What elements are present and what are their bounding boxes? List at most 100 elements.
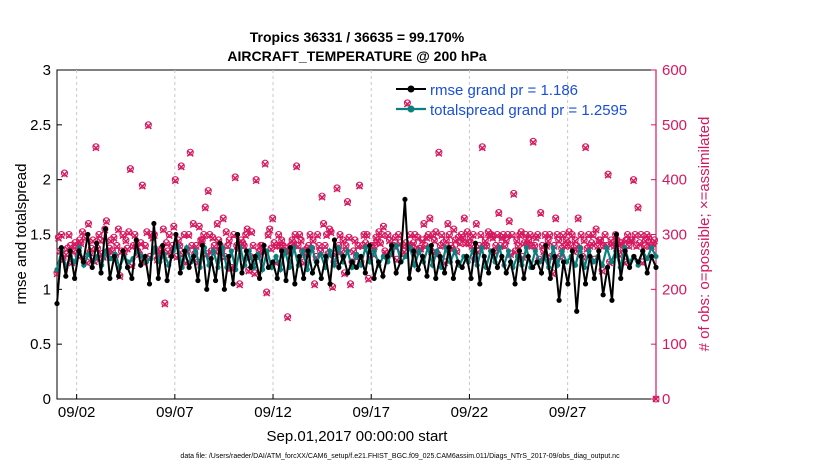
obs-assimilated-marker — [462, 240, 470, 248]
obs-assimilated-marker — [531, 243, 539, 251]
obs-assimilated-marker — [364, 275, 372, 283]
obs-assimilated-marker — [209, 234, 217, 242]
obs-assimilated-marker — [126, 166, 134, 174]
totalspread-point — [608, 259, 614, 265]
rmse-point — [186, 264, 192, 270]
obs-possible-marker — [559, 230, 567, 239]
obs-assimilated-marker — [200, 232, 208, 240]
rmse-point — [547, 275, 553, 281]
obs-assimilated-marker — [311, 281, 319, 289]
obs-possible-marker — [634, 203, 642, 211]
obs-assimilated-marker — [426, 215, 434, 223]
legend-spread-label: totalspread grand pr = 1.2595 — [430, 102, 627, 119]
obs-assimilated-marker — [379, 223, 387, 231]
obs-assimilated-marker — [269, 215, 277, 223]
obs-assimilated-marker — [637, 232, 645, 240]
rmse-point — [521, 275, 527, 281]
y-tick-label: 1 — [43, 281, 51, 298]
obs-assimilated-marker — [275, 232, 283, 240]
obs-possible-marker — [65, 230, 73, 239]
rmse-point — [221, 286, 227, 292]
rmse-point — [204, 286, 210, 292]
obs-assimilated-marker — [477, 232, 485, 240]
obs-possible-marker — [510, 189, 518, 197]
right-tick-label: 400 — [662, 172, 687, 189]
obs-assimilated-marker — [185, 232, 193, 240]
obs-possible-marker — [110, 233, 118, 241]
rmse-point — [279, 248, 285, 254]
totalspread-point — [644, 256, 650, 262]
obs-possible-marker — [552, 214, 560, 222]
obs-assimilated-marker — [261, 160, 269, 168]
obs-assimilated-marker — [450, 226, 458, 234]
obs-assimilated-marker — [278, 237, 286, 245]
obs-possible-marker — [219, 214, 227, 222]
totalspread-point — [550, 245, 556, 251]
totalspread-point — [407, 245, 413, 251]
rmse-point — [98, 270, 104, 276]
obs-assimilated-marker — [624, 232, 632, 240]
rmse-point — [389, 242, 395, 249]
obs-possible-marker — [165, 230, 173, 239]
obs-possible-marker — [495, 209, 503, 217]
rmse-point — [80, 259, 87, 265]
rmse-point — [252, 253, 258, 260]
obs-possible-marker — [131, 230, 139, 239]
x-axis-label: Sep.01,2017 00:00:00 start — [267, 428, 449, 445]
obs-assimilated-marker — [510, 190, 518, 198]
obs-possible-marker — [604, 170, 612, 178]
x-tick-label: 09/27 — [549, 404, 587, 421]
rmse-point — [226, 253, 232, 260]
obs-assimilated-marker — [327, 229, 335, 237]
totalspread-point — [300, 248, 306, 254]
obs-possible-marker — [269, 214, 277, 222]
obs-assimilated-marker — [517, 229, 525, 237]
obs-possible-marker — [195, 222, 203, 230]
y-axis-ticks: 0 0.5 1 1.5 2 2.5 3 — [30, 62, 62, 408]
obs-assimilated-marker — [189, 221, 197, 229]
totalspread-point — [327, 248, 333, 254]
obs-assimilated-marker — [225, 237, 233, 245]
obs-assimilated-marker — [574, 215, 582, 223]
rmse-point — [164, 277, 170, 284]
obs-possible-marker — [113, 241, 121, 250]
obs-possible-marker — [376, 239, 385, 247]
obs-possible-marker — [119, 230, 127, 239]
rmse-point — [600, 292, 606, 298]
rmse-point — [552, 253, 558, 260]
obs-assimilated-marker — [251, 270, 259, 278]
obs-assimilated-marker — [595, 237, 603, 245]
rmse-point — [393, 270, 399, 276]
obs-assimilated-marker — [263, 289, 271, 297]
rmse-point — [305, 248, 311, 254]
obs-assimilated-marker — [418, 237, 426, 245]
rmse-point — [640, 248, 646, 254]
obs-assimilated-marker — [528, 243, 536, 251]
obs-assimilated-marker — [114, 226, 122, 234]
rmse-point — [301, 275, 307, 281]
y-tick-label: 3 — [43, 62, 51, 79]
rmse-point — [653, 264, 659, 270]
obs-possible-marker — [261, 159, 269, 167]
obs-possible-marker — [186, 148, 194, 156]
obs-assimilated-marker — [495, 210, 503, 218]
rmse-point — [618, 275, 624, 281]
rmse-point — [265, 264, 272, 270]
obs-assimilated-marker — [592, 226, 600, 234]
obs-assimilated-marker — [57, 232, 65, 240]
obs-possible-marker — [102, 217, 110, 225]
obs-possible-marker — [363, 230, 371, 239]
obs-assimilated-marker — [651, 237, 658, 245]
obs-possible-marker — [403, 99, 411, 107]
obs-assimilated-marker — [529, 138, 537, 146]
obs-assimilated-marker — [177, 163, 185, 171]
obs-possible-marker — [170, 222, 178, 230]
rmse-point — [151, 220, 157, 227]
rmse-point — [464, 253, 470, 260]
rmse-point — [274, 275, 280, 281]
rmse-point — [323, 253, 329, 260]
totalspread-point — [318, 251, 324, 257]
obs-assimilated-marker — [201, 204, 209, 212]
totalspread-point — [403, 253, 409, 260]
